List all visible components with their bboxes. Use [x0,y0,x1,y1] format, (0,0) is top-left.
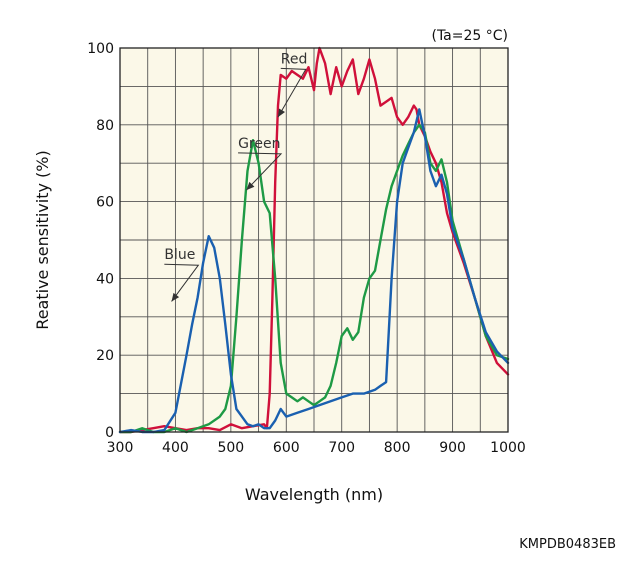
x-tick-label: 500 [217,440,244,456]
x-axis-title: Wavelength (nm) [245,485,383,504]
y-tick-label: 60 [96,195,114,211]
series-label-blue: Blue [164,247,195,263]
x-tick-label: 400 [162,440,189,456]
x-tick-label: 700 [328,440,355,456]
y-axis-title: Reative sensitivity (%) [33,150,52,329]
series-arrowhead-blue [171,292,180,302]
x-tick-label: 800 [384,440,411,456]
axis-ticks: 300 400 500 600 700 800 900 1000 0 20 40 60 80 100 [87,41,526,456]
y-tick-label: 40 [96,271,114,287]
series-label-green: Green [238,136,280,152]
series-lines [118,46,510,434]
figure-code: KMPDB0483EB [519,537,616,552]
series-arrowhead-red [277,108,286,118]
plot-frame [119,47,509,433]
series-label-red: Red [281,51,308,67]
y-tick-label: 100 [87,41,114,57]
x-tick-label: 300 [107,440,134,456]
series-annotations: Red Green Blue [164,51,308,302]
series-line-blue [118,108,510,434]
x-tick-label: 900 [439,440,466,456]
y-tick-label: 0 [105,425,114,441]
series-leader-red [277,67,307,118]
y-tick-label: 80 [96,118,114,134]
y-tick-label: 20 [96,348,114,364]
x-tick-label: 600 [273,440,300,456]
series-leader-green [238,152,283,191]
series-arrowhead-green [246,181,255,191]
condition-label: (Ta=25 °C) [431,28,508,44]
series-leader-blue [164,263,200,302]
x-tick-label: 1000 [490,440,526,456]
